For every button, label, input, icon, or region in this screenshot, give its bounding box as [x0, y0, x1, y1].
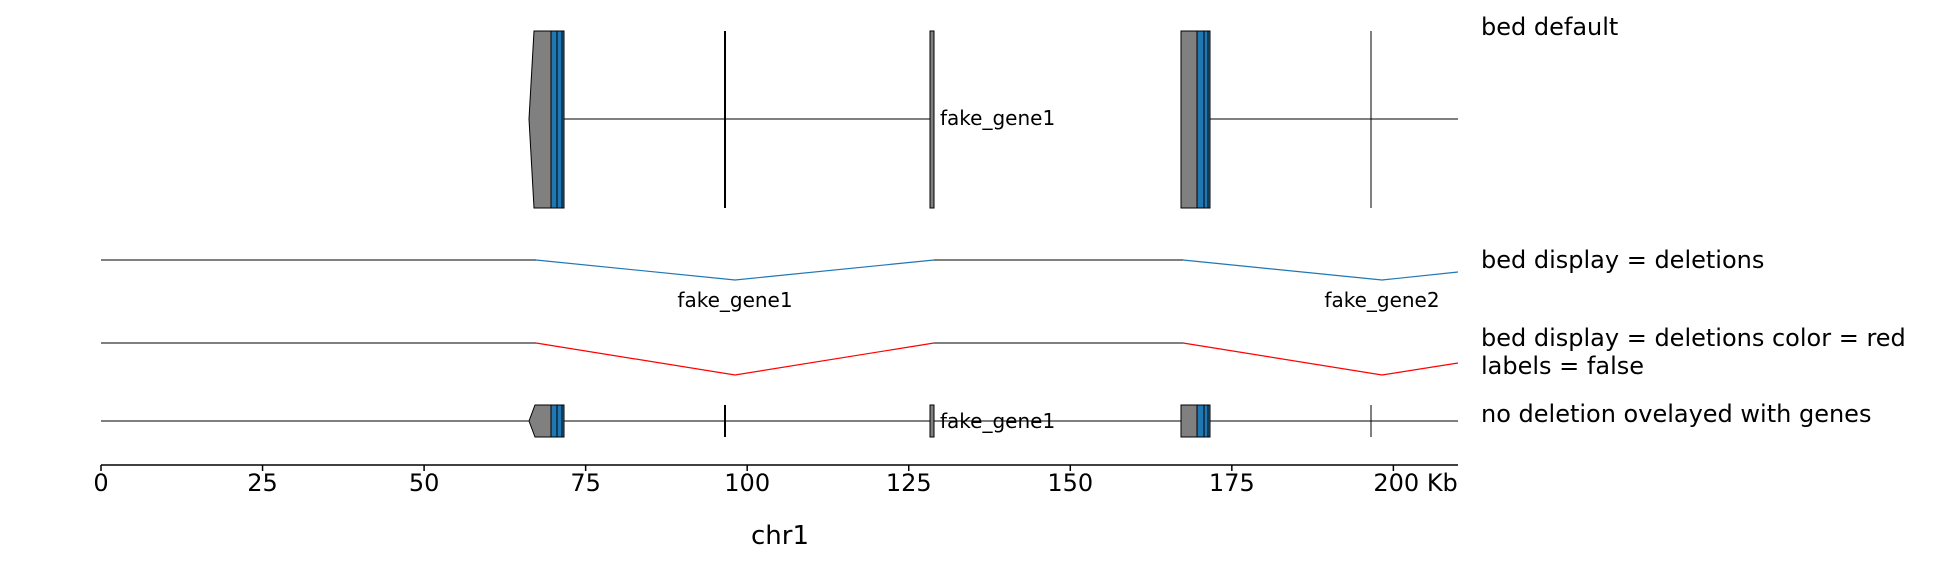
track-overlay-genes: fake_gene1 no deletion ovelayed with gen…: [101, 400, 1871, 438]
x-axis-tick-label: 125: [886, 469, 932, 497]
deletion-label: fake_gene1: [677, 288, 792, 312]
track-title-line2: labels = false: [1481, 352, 1644, 380]
x-axis-tick-label: 175: [1209, 469, 1255, 497]
track-title: bed default: [1481, 13, 1618, 41]
track-title: no deletion ovelayed with genes: [1481, 400, 1871, 428]
coding-exon: [1207, 30, 1211, 209]
coding-exon: [550, 404, 558, 438]
x-axis-tick-label: 0: [93, 469, 108, 497]
gene-end-exon: [929, 30, 935, 209]
x-axis-tick-label: 200 Kb: [1373, 469, 1457, 497]
gene-start-exon: [528, 404, 553, 438]
x-axis-tick-label: 75: [570, 469, 601, 497]
gene-end-exon: [929, 404, 935, 438]
x-axis: 0 25 50 75 100 125 150 175 200 Kb chr1: [93, 464, 1458, 551]
coding-exon: [556, 404, 563, 438]
x-axis-tick-label: 150: [1047, 469, 1093, 497]
utr-exon: [1180, 30, 1198, 209]
track-bed-deletions: fake_gene1 fake_gene2 bed display = dele…: [101, 246, 1764, 312]
track-bed-default: fake_gene1 bed default: [528, 13, 1618, 209]
coding-exon: [1196, 30, 1205, 209]
x-axis-tick-label: 50: [409, 469, 440, 497]
x-axis-tick-label: 100: [724, 469, 770, 497]
gene-label: fake_gene1: [940, 409, 1055, 433]
x-axis-ticks: 0 25 50 75 100 125 150 175 200 Kb: [93, 465, 1458, 497]
x-axis-tick-label: 25: [247, 469, 278, 497]
deletion-arc: [535, 342, 935, 376]
coding-exon: [561, 404, 565, 438]
coding-exon: [1207, 404, 1211, 438]
deletion-label: fake_gene2: [1324, 288, 1439, 312]
coding-exon: [1203, 404, 1209, 438]
coding-exon: [1196, 404, 1205, 438]
coding-exon: [556, 30, 563, 209]
gene-label: fake_gene1: [940, 106, 1055, 130]
deletion-arc: [1182, 259, 1459, 281]
x-axis-label: chr1: [751, 521, 809, 551]
utr-exon: [1180, 404, 1198, 438]
deletion-arc: [535, 259, 935, 281]
coding-exon: [550, 30, 558, 209]
coding-exon: [561, 30, 565, 209]
deletion-arc: [1182, 342, 1459, 376]
track-title: bed display = deletions color = red: [1481, 324, 1906, 352]
coding-exon: [1203, 30, 1209, 209]
track-title: bed display = deletions: [1481, 246, 1764, 274]
gene-start-exon: [528, 30, 553, 209]
track-bed-deletions-red: bed display = deletions color = red labe…: [101, 324, 1906, 380]
